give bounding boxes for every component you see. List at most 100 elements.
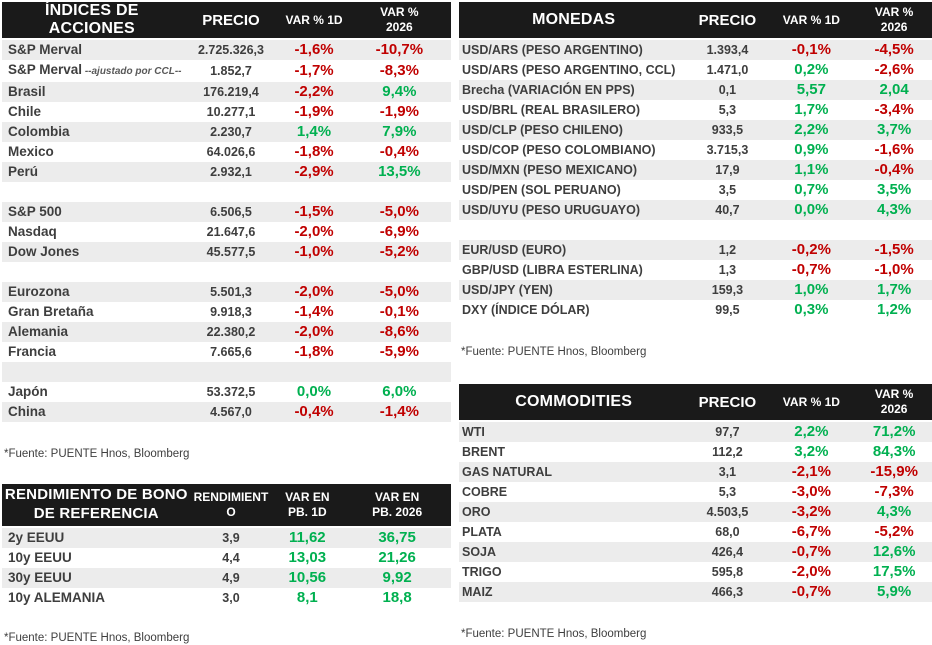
var-2026-value: 36,75 [343,527,451,548]
price-value: 22.380,2 [181,322,281,342]
var-2026-value: -1,0% [874,261,914,278]
table-row: Chile 10.277,1 -1,9% -1,9% [2,102,451,122]
var-1d-value: -1,0% [280,242,348,262]
row-label: USD/COP (PESO COLOMBIANO) [462,143,656,157]
row-label: USD/ARS (PESO ARGENTINO, CCL) [462,63,676,77]
price-value: 4.503,5 [688,502,767,522]
table-row: Brecha (VARIACIÓN EN PPS) 0,1 5,57 2,04 [459,80,932,100]
var-1d-value: -1,6% [280,39,348,60]
var-1d-value: 3,2% [794,443,829,460]
var-1d-value: 0,3% [794,301,829,318]
row-label: ORO [459,502,689,522]
table-row: S&P 500 6.506,5 -1,5% -5,0% [2,202,451,222]
table-row: GAS NATURAL 3,1 -2,1% -15,9% [459,462,932,482]
commodities-source-note: *Fuente: PUENTE Hnos, Bloomberg [461,628,647,640]
table-row: 30y EEUU 4,9 10,56 9,92 [2,568,451,588]
var-1d-value: -0,7% [791,261,831,278]
price-value: 5,3 [718,103,737,117]
price-value: 10.277,1 [206,105,256,119]
table-row: DXY (ÍNDICE DÓLAR) 99,5 0,3% 1,2% [459,300,932,320]
monedas-table: MONEDAS PRECIO VAR % 1D VAR % 2026 USD/A… [459,2,932,320]
row-label: GBP/USD (LIBRA ESTERLINA) [462,263,643,277]
var-1d-value: 1,4% [280,122,348,142]
indices-col-var-2026: VAR % 2026 [347,2,451,40]
indices-col-precio: PRECIO [181,2,281,40]
row-label: USD/PEN (SOL PERUANO) [462,183,621,197]
var-2026-value: -4,5% [856,39,932,60]
table-row: TRIGO 595,8 -2,0% 17,5% [459,562,932,582]
table-row: MAIZ 466,3 -0,7% 5,9% [459,582,932,602]
table-row: Japón 53.372,5 0,0% 6,0% [2,382,451,402]
var-1d-value: -1,5% [280,202,348,222]
var-2026-value: -15,9% [856,462,932,482]
var-1d-value: 0,2% [794,61,829,78]
var-1d-value: 0,7% [794,181,829,198]
price-value: 1.393,4 [688,39,767,60]
var-2026-value: 9,4% [347,82,451,102]
var-2026-value: 7,9% [347,122,451,142]
left-column: ÍNDICES DE ACCIONES PRECIO VAR % 1D VAR … [2,2,451,645]
price-value: 2.725.326,3 [181,39,281,60]
row-label: GAS NATURAL [459,462,689,482]
table-row: USD/ARS (PESO ARGENTINO) 1.393,4 -0,1% -4,5… [459,39,932,60]
table-row: USD/JPY (YEN) 159,3 1,0% 1,7% [459,280,932,300]
commodities-table: COMMODITIES PRECIO VAR % 1D VAR % 2026 W… [459,384,932,602]
indices-header-row: ÍNDICES DE ACCIONES PRECIO VAR % 1D VAR … [2,2,451,40]
row-label: S&P 500 [2,202,182,222]
table-row: USD/PEN (SOL PERUANO) 3,5 0,7% 3,5% [459,180,932,200]
var-2026-value: 21,26 [378,549,416,566]
commodities-table-title: COMMODITIES [459,384,689,422]
indices-table-title: ÍNDICES DE ACCIONES [2,2,182,40]
table-row: 10y EEUU 4,4 13,03 21,26 [2,548,451,568]
row-label: Alemania [2,322,182,342]
indices-table: ÍNDICES DE ACCIONES PRECIO VAR % 1D VAR … [2,2,451,422]
row-label: COBRE [462,485,508,499]
var-1d-value: 2,2% [766,421,857,442]
table-row: EUR/USD (EURO) 1,2 -0,2% -1,5% [459,240,932,260]
row-label: Brecha (VARIACIÓN EN PPS) [459,80,689,100]
var-2026-value: 5,9% [856,582,932,602]
price-value: 595,8 [711,565,744,579]
right-column: MONEDAS PRECIO VAR % 1D VAR % 2026 USD/A… [459,2,932,645]
var-1d-value: -2,9% [280,162,348,182]
monedas-source-note: *Fuente: PUENTE Hnos, Bloomberg [461,346,647,358]
row-label: Gran Bretaña [8,304,94,319]
var-1d-value: 5,57 [766,80,857,100]
var-2026-value: 3,7% [856,120,932,140]
var-2026-value: -0,1% [379,303,419,320]
spacer-cell [2,362,451,382]
price-value: 5.501,3 [181,282,281,302]
row-label: BRENT [462,445,506,459]
bonos-col-var-pb-1d: VAR EN PB. 1D [271,484,344,528]
price-value: 112,2 [712,445,743,459]
spacer-row [2,362,451,382]
row-label: Nasdaq [8,224,57,239]
row-label: USD/BRL (REAL BRASILERO) [462,103,641,117]
table-row: WTI 97,7 2,2% 71,2% [459,421,932,442]
price-value: 2.932,1 [181,162,281,182]
bonos-header-row: RENDIMIENTO DE BONO DE REFERENCIA RENDIM… [2,484,451,528]
price-value: 3,1 [688,462,767,482]
indices-col-var-1d: VAR % 1D [280,2,348,40]
var-2026-value: -5,0% [347,282,451,302]
bonos-table-title: RENDIMIENTO DE BONO DE REFERENCIA [2,484,191,528]
table-row: 2y EEUU 3,9 11,62 36,75 [2,527,451,548]
price-value: 64.026,6 [206,145,256,159]
var-1d-value: -1,8% [294,143,334,160]
var-2026-value: -1,4% [347,402,451,422]
table-row: Nasdaq 21.647,6 -2,0% -6,9% [2,222,451,242]
row-label: Perú [2,162,182,182]
commodities-col-precio: PRECIO [688,384,767,422]
spacer-cell [459,220,932,240]
var-1d-value: 13,03 [288,549,327,566]
price-value: 4.567,0 [181,402,281,422]
monedas-header-row: MONEDAS PRECIO VAR % 1D VAR % 2026 [459,2,932,40]
table-row: GBP/USD (LIBRA ESTERLINA) 1,3 -0,7% -1,0% [459,260,932,280]
var-1d-value: -2,0% [280,282,348,302]
var-2026-value: -0,4% [379,143,419,160]
var-1d-value: 10,56 [271,568,344,588]
price-value: 9.918,3 [210,305,252,319]
monedas-col-precio: PRECIO [688,2,767,40]
table-row: Brasil 176.219,4 -2,2% 9,4% [2,82,451,102]
